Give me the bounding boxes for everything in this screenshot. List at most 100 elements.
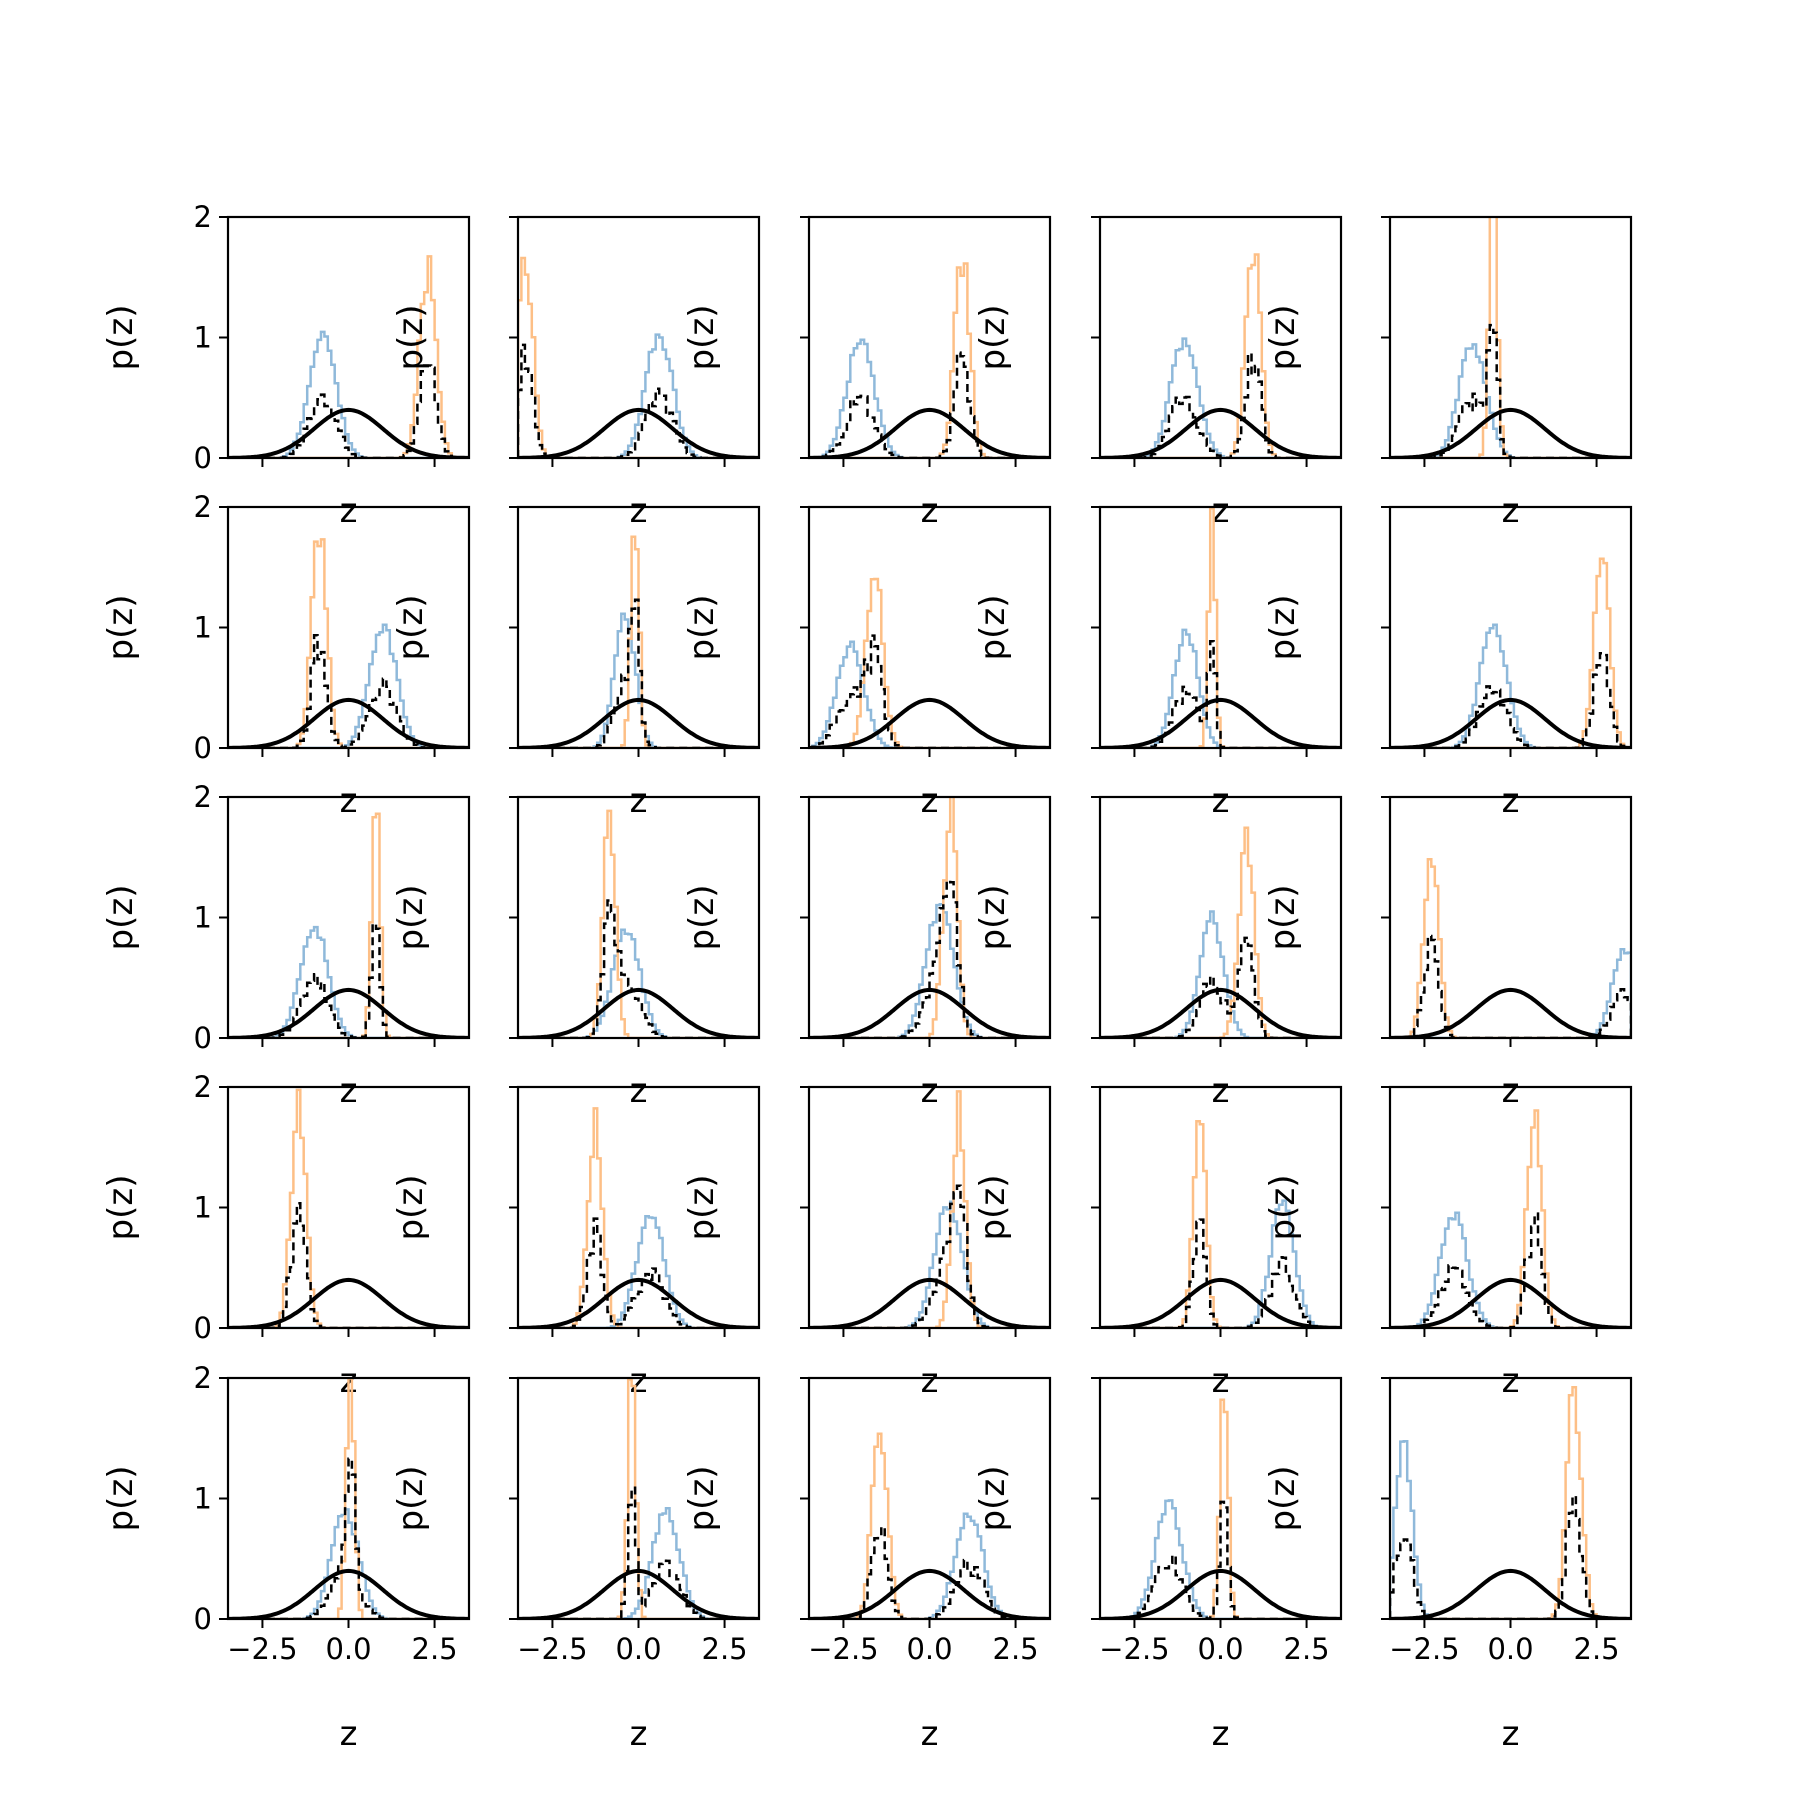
axes-frame (1388, 215, 1633, 460)
blue-histogram (809, 903, 1050, 1038)
subplot-r5-c1: −2.5 0.0 2.5 0 1 2 z p(z) (101, 1361, 469, 1754)
x-axis-label: z (921, 1714, 939, 1754)
x-axis-label: z (630, 1071, 648, 1111)
orange-histogram (1390, 557, 1631, 748)
axes-frame (226, 795, 471, 1040)
standard-normal-curve (1390, 407, 1631, 458)
y-axis-label: p(z) (101, 1466, 141, 1532)
standard-normal-curve (228, 1277, 469, 1328)
mixture-dashed-histogram (809, 634, 1050, 748)
subplot-r2-c4: z p(z) (973, 506, 1341, 821)
subplot-r3-c4: z p(z) (973, 796, 1341, 1111)
x-axis-label: z (921, 1361, 939, 1401)
x-axis-label: z (340, 781, 358, 821)
standard-normal-curve (809, 407, 1050, 458)
y-axis-label: p(z) (682, 885, 722, 951)
orange-histogram (228, 812, 469, 1038)
x-axis-label: z (1502, 1714, 1520, 1754)
subplot-r3-c2: z p(z) (391, 796, 759, 1111)
subplot-r5-c2: −2.5 0.0 2.5 z p(z) (391, 1377, 759, 1754)
subplot-r1-c4: z p(z) (973, 216, 1341, 531)
standard-normal-curve (228, 987, 469, 1038)
axes-frame (1098, 795, 1343, 1040)
y-tick-label: 1 (194, 901, 212, 935)
x-tick-label: 0.0 (615, 1632, 661, 1666)
y-axis-label: p(z) (682, 1466, 722, 1532)
orange-histogram (228, 538, 469, 748)
standard-normal-curve (518, 1568, 759, 1619)
orange-histogram (809, 1432, 1050, 1619)
orange-histogram (809, 262, 1050, 458)
orange-histogram (518, 535, 759, 748)
axes-frame (226, 1085, 471, 1330)
y-tick-label: 2 (194, 780, 212, 814)
y-tick-label: 1 (194, 1191, 212, 1225)
x-axis-label: z (1502, 1071, 1520, 1111)
blue-histogram (1100, 337, 1341, 458)
axes-frame (516, 1085, 761, 1330)
standard-normal-curve (1390, 987, 1631, 1038)
mixture-dashed-histogram (228, 1457, 469, 1619)
subplot-r5-c3: −2.5 0.0 2.5 z p(z) (682, 1377, 1050, 1754)
x-axis-label: z (340, 1714, 358, 1754)
y-tick-label: 1 (194, 1482, 212, 1516)
y-axis-label: p(z) (682, 1175, 722, 1241)
y-axis-label: p(z) (1263, 885, 1303, 951)
y-tick-label: 0 (194, 441, 212, 475)
standard-normal-curve (518, 987, 759, 1038)
subplot-r4-c3: z p(z) (682, 1086, 1050, 1401)
axes-frame (226, 215, 471, 460)
blue-histogram (1100, 1199, 1341, 1328)
orange-histogram (1100, 507, 1341, 748)
blue-histogram (518, 333, 759, 458)
blue-histogram (809, 338, 1050, 458)
mixture-dashed-histogram (809, 1184, 1050, 1328)
y-axis-label: p(z) (973, 1466, 1013, 1532)
orange-histogram (809, 797, 1050, 1038)
y-axis-label: p(z) (1263, 305, 1303, 371)
x-tick-label: −2.5 (1099, 1632, 1169, 1666)
x-tick-label: 0.0 (1197, 1632, 1243, 1666)
standard-normal-curve (809, 1277, 1050, 1328)
y-axis-label: p(z) (101, 305, 141, 371)
orange-histogram (1390, 857, 1631, 1038)
x-tick-label: −2.5 (808, 1632, 878, 1666)
standard-normal-curve (1100, 1277, 1341, 1328)
blue-histogram (228, 330, 469, 458)
orange-histogram (518, 256, 759, 458)
x-axis-label: z (1212, 1071, 1230, 1111)
standard-normal-curve (518, 1277, 759, 1328)
mixture-dashed-histogram (518, 1217, 759, 1328)
axes-frame (516, 1376, 761, 1621)
orange-histogram (1100, 1398, 1341, 1619)
y-axis-label: p(z) (1263, 1175, 1303, 1241)
y-tick-label: 0 (194, 1021, 212, 1055)
orange-histogram (228, 1378, 469, 1619)
subplot-r2-c2: z p(z) (391, 506, 759, 821)
x-tick-label: 0.0 (906, 1632, 952, 1666)
x-axis-label: z (1502, 491, 1520, 531)
subplot-r2-c1: 0 1 2 z p(z) (101, 490, 469, 821)
subplot-r5-c5: −2.5 0.0 2.5 z p(z) (1263, 1377, 1631, 1754)
blue-histogram (809, 1200, 1050, 1328)
mixture-dashed-histogram (809, 351, 1050, 458)
subplot-r3-c3: z p(z) (682, 796, 1050, 1111)
blue-histogram (518, 928, 759, 1038)
standard-normal-curve (1100, 1568, 1341, 1619)
blue-histogram (1390, 1211, 1631, 1328)
mixture-dashed-histogram (1390, 651, 1631, 748)
orange-histogram (1100, 1119, 1341, 1328)
standard-normal-curve (1390, 697, 1631, 748)
standard-normal-curve (1100, 987, 1341, 1038)
mixture-dashed-histogram (809, 879, 1050, 1038)
y-tick-label: 2 (194, 490, 212, 524)
mixture-dashed-histogram (228, 1202, 469, 1328)
subplot-r4-c2: zp(z) (391, 1086, 759, 1401)
mixture-dashed-histogram (1390, 323, 1631, 458)
y-axis-label: p(z) (391, 885, 431, 951)
standard-normal-curve (1100, 407, 1341, 458)
standard-normal-curve (809, 987, 1050, 1038)
axes-frame (226, 505, 471, 750)
orange-histogram (1390, 217, 1631, 458)
standard-normal-curve (228, 407, 469, 458)
